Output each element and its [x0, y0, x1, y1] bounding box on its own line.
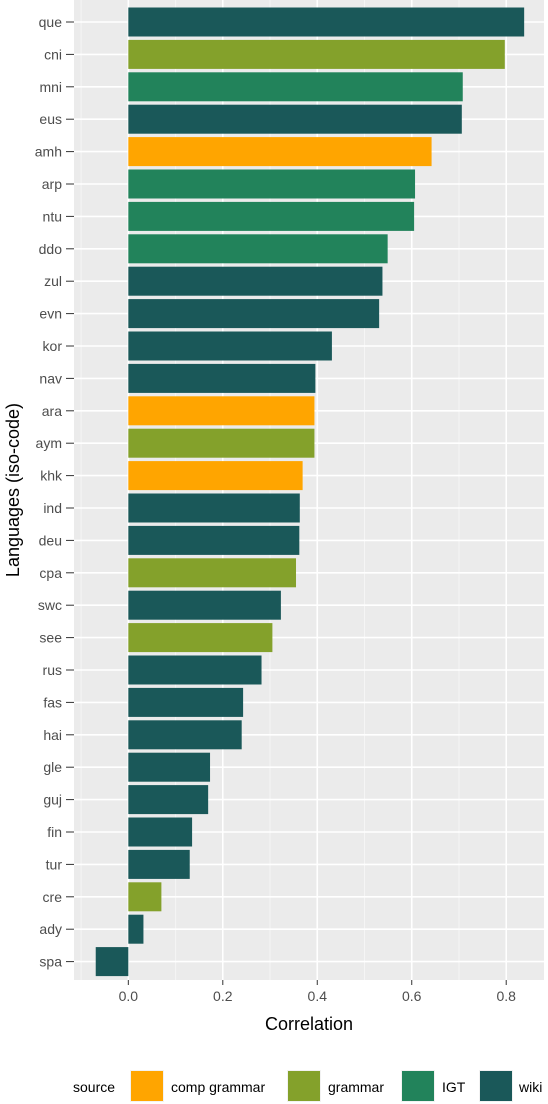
legend-label: grammar [328, 1079, 384, 1095]
legend-key-comp-grammar [131, 1071, 163, 1101]
bar-ind [128, 493, 300, 523]
bar-amh [128, 137, 432, 167]
bar-ddo [128, 234, 388, 264]
y-tick-label: see [39, 630, 62, 646]
bar-ara [128, 396, 315, 426]
bar-swc [128, 590, 281, 620]
y-tick-label: spa [39, 954, 62, 970]
y-tick-label: que [39, 14, 63, 30]
bar-evn [128, 299, 380, 329]
legend-key-grammar [288, 1071, 320, 1101]
y-tick-label: fas [43, 694, 62, 710]
y-tick-label: deu [39, 532, 62, 548]
y-tick-label: cre [43, 889, 63, 905]
bar-que [128, 7, 525, 37]
y-tick-label: arp [42, 176, 62, 192]
y-tick-label: aym [36, 435, 62, 451]
x-tick-label: 0.0 [119, 988, 139, 1004]
legend-label: IGT [442, 1079, 466, 1095]
y-tick-label: cni [44, 46, 62, 62]
y-tick-label: hai [43, 727, 62, 743]
bar-khk [128, 461, 303, 491]
legend-key-igt [402, 1071, 434, 1101]
bar-spa [95, 947, 129, 977]
y-tick-label: nav [39, 370, 62, 386]
bar-hai [128, 720, 242, 750]
bar-zul [128, 266, 383, 296]
y-tick-label: fin [47, 824, 62, 840]
legend-label: comp grammar [171, 1079, 265, 1095]
y-tick-label: khk [40, 468, 63, 484]
legend-key-wiki [480, 1071, 512, 1101]
legend-title: source [73, 1079, 115, 1095]
y-tick-label: eus [39, 111, 62, 127]
bars [95, 7, 525, 977]
bar-cpa [128, 558, 297, 588]
legend-label: wiki [518, 1079, 542, 1095]
y-tick-label: ara [42, 403, 62, 419]
bar-eus [128, 104, 462, 134]
bar-fas [128, 687, 244, 717]
y-tick-label: guj [43, 792, 62, 808]
y-tick-label: evn [39, 306, 62, 322]
y-tick-label: kor [43, 338, 63, 354]
legend: source comp grammar grammar IGT wiki [73, 1070, 542, 1102]
bar-gle [128, 752, 211, 782]
x-axis-title: Correlation [265, 1014, 353, 1034]
y-axis-title: Languages (iso-code) [3, 403, 23, 577]
bar-tur [128, 849, 190, 879]
y-tick-label: ntu [43, 208, 62, 224]
y-tick-label: cpa [39, 565, 62, 581]
y-tick-label: swc [38, 597, 62, 613]
bar-mni [128, 72, 463, 102]
bar-guj [128, 785, 209, 815]
x-tick-label: 0.6 [402, 988, 422, 1004]
bar-cni [128, 39, 505, 69]
bar-fin [128, 817, 193, 847]
y-tick-label: ind [43, 500, 62, 516]
bar-deu [128, 525, 300, 555]
bar-aym [128, 428, 315, 458]
x-tick-labels: 0.0 0.2 0.4 0.6 0.8 [119, 980, 516, 1004]
x-tick-label: 0.4 [308, 988, 328, 1004]
bar-rus [128, 655, 262, 685]
bar-ady [128, 914, 144, 944]
x-tick-label: 0.2 [213, 988, 233, 1004]
y-tick-label: tur [46, 856, 63, 872]
x-tick-label: 0.8 [496, 988, 516, 1004]
bar-kor [128, 331, 332, 361]
bar-nav [128, 363, 316, 393]
bar-ntu [128, 201, 415, 231]
y-tick-labels: que cni mni eus amh arp ntu ddo zul evn kor nav ara a… [35, 14, 74, 970]
bar-see [128, 623, 273, 653]
y-tick-label: rus [43, 662, 62, 678]
y-tick-label: gle [43, 759, 62, 775]
bar-arp [128, 169, 416, 199]
y-tick-label: amh [35, 144, 62, 160]
bar-cre [128, 882, 162, 912]
y-tick-label: mni [39, 79, 62, 95]
y-tick-label: ady [39, 921, 62, 937]
y-tick-label: ddo [39, 241, 63, 257]
y-tick-label: zul [44, 273, 62, 289]
